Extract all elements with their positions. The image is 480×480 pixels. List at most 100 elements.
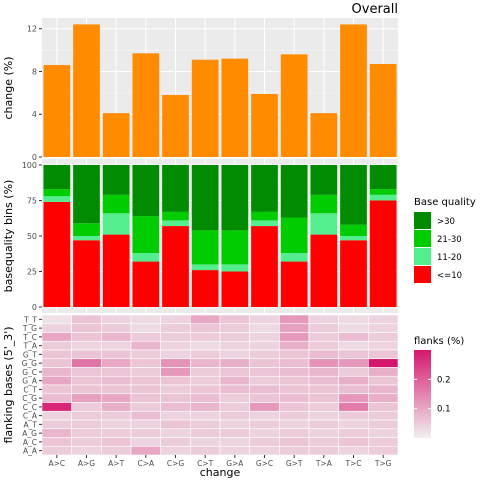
heatmap-cell: [338, 384, 369, 395]
change-y-axis: 0 4 8 12: [27, 25, 42, 162]
quality-bar-segment: [191, 264, 219, 271]
heatmap-cell: [130, 332, 161, 342]
x-tick-label: T>C: [344, 459, 361, 468]
flanks-y-tick-label: C_A: [23, 412, 38, 421]
heatmap-cell: [368, 384, 399, 395]
flanks-y-tick-label: G_A: [22, 377, 38, 386]
heatmap-cell: [101, 402, 132, 412]
heatmap-cell: [338, 437, 369, 447]
heatmap-cell: [190, 358, 221, 368]
heatmap-cell: [71, 410, 102, 421]
heatmap-cell: [130, 393, 161, 403]
change-bar: [73, 24, 100, 157]
heatmap-cell: [279, 332, 310, 342]
legend-label: <=10: [437, 271, 462, 281]
heatmap-cell: [190, 384, 221, 395]
heatmap-cell: [249, 428, 280, 438]
heatmap-cell: [71, 314, 102, 325]
heatmap-cell: [368, 314, 399, 325]
heatmap-cell: [219, 393, 250, 403]
heatmap-cell: [101, 393, 132, 403]
flanks-colorbar: [414, 350, 431, 438]
heatmap-cell: [41, 393, 72, 403]
quality-bar-segment: [251, 165, 278, 212]
heatmap-cell: [190, 314, 221, 325]
quality-bar-segment: [102, 213, 130, 235]
legend-swatch: [414, 212, 431, 229]
flanks-y-tick-label: A_C: [23, 438, 37, 447]
heatmap-cell: [160, 419, 191, 430]
heatmap-cell: [338, 358, 369, 368]
legend-swatch: [414, 230, 431, 247]
heatmap-cell: [308, 340, 339, 351]
heatmap-cell: [219, 358, 250, 368]
quality-bar-segment: [221, 271, 249, 307]
heatmap-cell: [101, 349, 132, 360]
heatmap-cell: [338, 314, 369, 325]
heatmap-cell: [71, 419, 102, 430]
quality-bar-segment: [162, 211, 189, 221]
flanks-y-tick-label: T_C: [22, 333, 37, 342]
heatmap-cell: [249, 349, 280, 360]
heatmap-cell: [249, 384, 280, 395]
heatmap-cell: [130, 445, 161, 456]
heatmap-cell: [130, 402, 161, 412]
quality-bar-segment: [162, 226, 189, 307]
quality-bar-segment: [102, 165, 130, 195]
heatmap-cell: [41, 437, 72, 447]
heatmap-cell: [160, 410, 191, 421]
heatmap-cell: [308, 384, 339, 395]
heatmap-cell: [160, 445, 191, 456]
heatmap-cell: [308, 323, 339, 333]
heatmap-cell: [71, 340, 102, 351]
heatmap-cell: [249, 323, 280, 333]
heatmap-cell: [308, 358, 339, 368]
x-tick-label: G>T: [286, 459, 303, 468]
heatmap-cell: [219, 349, 250, 360]
heatmap-cell: [130, 349, 161, 360]
heatmap-cell: [41, 340, 72, 351]
heatmap-cell: [130, 428, 161, 438]
quality-y-label: basequality bins (%): [2, 180, 15, 293]
heatmap-cell: [279, 428, 310, 438]
heatmap-cell: [279, 384, 310, 395]
heatmap-cell: [71, 393, 102, 403]
quality-bar-segment: [102, 194, 130, 214]
x-tick-label: C>A: [138, 459, 156, 468]
heatmap-cell: [190, 375, 221, 386]
heatmap-cell: [308, 410, 339, 421]
quality-bar-segment: [162, 165, 189, 212]
heatmap-cell: [368, 340, 399, 351]
quality-bar-segment: [132, 253, 160, 262]
heatmap-cell: [219, 419, 250, 430]
heatmap-cell: [71, 375, 102, 386]
heatmap-cell: [41, 358, 72, 368]
flanks-colorbar-ticks: 0.1 0.2: [414, 375, 451, 415]
heatmap-cell: [308, 367, 339, 377]
heatmap-cell: [249, 410, 280, 421]
legend-swatch: [414, 248, 431, 265]
heatmap-cell: [368, 437, 399, 447]
flanks-y-tick-label: T_T: [23, 315, 37, 324]
heatmap-cell: [190, 419, 221, 430]
change-bar: [132, 53, 160, 157]
legend-label: >30: [437, 217, 455, 227]
heatmap-cell: [41, 419, 72, 430]
x-tick-label: T>A: [315, 459, 333, 468]
heatmap-cell: [41, 375, 72, 386]
heatmap-cell: [101, 384, 132, 395]
heatmap-cell: [41, 428, 72, 438]
heatmap-cell: [71, 349, 102, 360]
heatmap-cell: [190, 428, 221, 438]
heatmap-cell: [279, 419, 310, 430]
quality-bar-segment: [310, 234, 338, 307]
heatmap-cell: [71, 437, 102, 447]
heatmap-cell: [41, 349, 72, 360]
quality-bar-segment: [43, 189, 71, 197]
heatmap-cell: [368, 332, 399, 342]
quality-bar-segment: [251, 211, 278, 221]
heatmap-cell: [160, 323, 191, 333]
heatmap-cell: [338, 323, 369, 333]
quality-bar-segment: [43, 165, 71, 190]
heatmap-cell: [338, 332, 369, 342]
